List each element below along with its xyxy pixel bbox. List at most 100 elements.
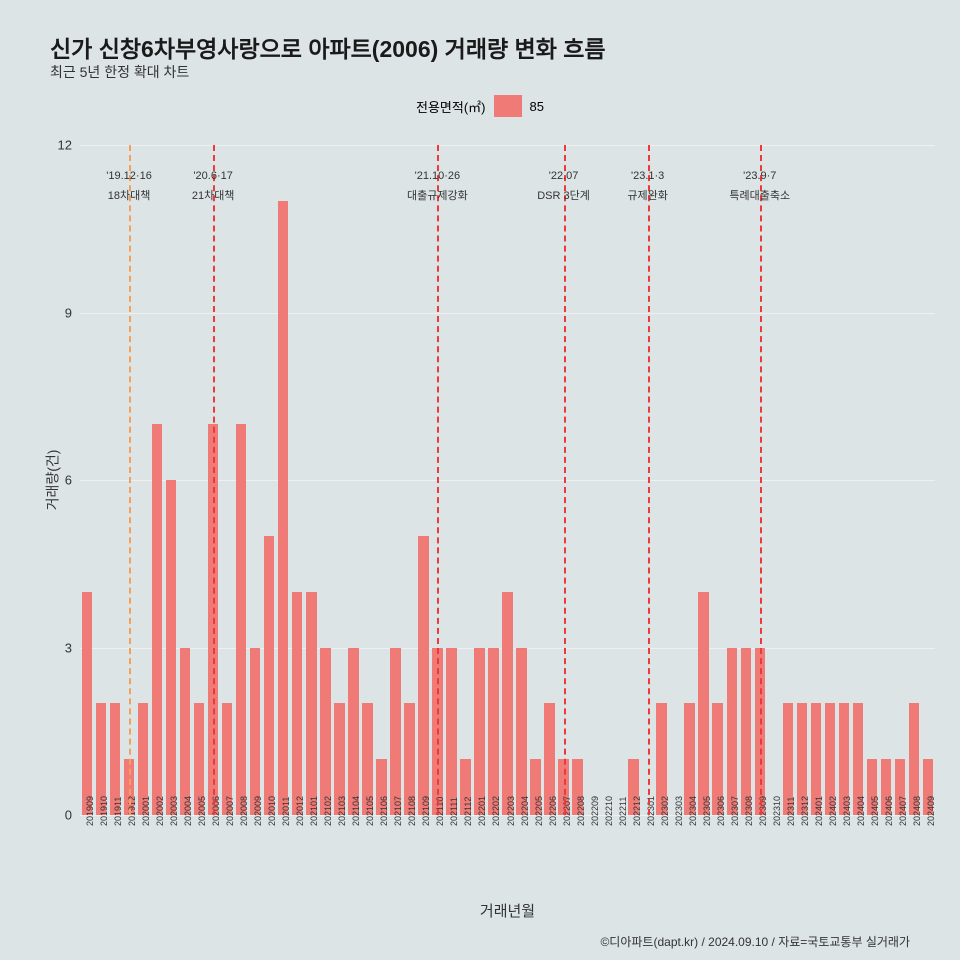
bar <box>390 648 401 816</box>
bar <box>264 536 275 815</box>
x-tick-label: 202009 <box>253 796 263 826</box>
bar <box>516 648 527 816</box>
legend-value: 85 <box>530 99 544 114</box>
x-tick-label: 202109 <box>421 796 431 826</box>
x-tick-label: 202012 <box>295 796 305 826</box>
x-tick-label: 202402 <box>828 796 838 826</box>
x-tick-label: 202406 <box>884 796 894 826</box>
x-tick-label: 202211 <box>618 797 628 826</box>
bar <box>278 201 289 815</box>
chart-title: 신가 신창6차부영사랑으로 아파트(2006) 거래량 변화 흐름 <box>50 30 606 64</box>
x-tick-label: 202206 <box>548 796 558 826</box>
x-tick-label: 202409 <box>926 796 936 826</box>
policy-label-date: '20.6·17 <box>193 170 232 182</box>
x-tick-label: 202304 <box>688 796 698 826</box>
x-tick-label: 202311 <box>786 797 796 826</box>
bar <box>348 648 359 816</box>
x-tick-label: 202102 <box>323 796 333 826</box>
x-tick-label: 202101 <box>309 796 319 826</box>
policy-line <box>760 145 762 815</box>
x-tick-label: 202011 <box>281 797 291 826</box>
bar <box>306 592 317 815</box>
y-tick-label: 9 <box>65 305 72 320</box>
bar <box>292 592 303 815</box>
x-tick-label: 202107 <box>393 796 403 826</box>
x-tick-label: 202210 <box>604 796 614 826</box>
credit-line: ©디아파트(dapt.kr) / 2024.09.10 / 자료=국토교통부 실… <box>600 933 910 950</box>
policy-line <box>564 145 566 815</box>
bar <box>320 648 331 816</box>
x-tick-label: 202001 <box>141 796 151 826</box>
policy-line <box>213 145 215 815</box>
bar <box>474 648 485 816</box>
x-tick-label: 202008 <box>239 796 249 826</box>
legend-label: 전용면적(㎡) <box>416 97 486 116</box>
x-tick-label: 202303 <box>674 796 684 826</box>
gridline <box>80 145 935 146</box>
bar <box>180 648 191 816</box>
x-tick-label: 201911 <box>113 797 123 826</box>
x-tick-label: 202308 <box>744 796 754 826</box>
y-axis-label: 거래량(건) <box>42 450 62 511</box>
x-tick-label: 202005 <box>197 796 207 826</box>
x-tick-label: 202405 <box>870 796 880 826</box>
policy-label-name: 규제완화 <box>627 187 667 203</box>
policy-label-date: '23.9·7 <box>743 170 776 182</box>
bar <box>446 648 457 816</box>
y-tick-label: 12 <box>58 138 72 153</box>
policy-label-name: DSR 3단계 <box>537 187 590 203</box>
policy-line <box>648 145 650 815</box>
x-tick-label: 202312 <box>800 796 810 826</box>
policy-label-date: '23.1·3 <box>631 170 664 182</box>
x-tick-label: 202305 <box>702 796 712 826</box>
x-tick-label: 202404 <box>856 796 866 826</box>
gridline <box>80 313 935 314</box>
x-tick-label: 202204 <box>520 796 530 826</box>
x-tick-label: 202002 <box>155 796 165 826</box>
x-tick-label: 201910 <box>99 796 109 826</box>
policy-line <box>129 145 131 815</box>
policy-label-date: '21.10·26 <box>415 170 461 182</box>
x-tick-label: 202003 <box>169 796 179 826</box>
x-tick-label: 202310 <box>772 796 782 826</box>
bar <box>698 592 709 815</box>
legend-swatch <box>494 95 522 117</box>
policy-label-name: 18차대책 <box>108 187 151 203</box>
x-tick-label: 202106 <box>379 796 389 826</box>
bar <box>236 424 247 815</box>
chart-plot-area: 거래량(건) 036912201909201910201911201912202… <box>80 145 935 815</box>
bar <box>502 592 513 815</box>
y-tick-label: 6 <box>65 473 72 488</box>
bar <box>727 648 738 816</box>
policy-label-name: 21차대책 <box>192 187 235 203</box>
y-tick-label: 0 <box>65 808 72 823</box>
bar <box>250 648 261 816</box>
bar <box>741 648 752 816</box>
x-tick-label: 202202 <box>491 796 501 826</box>
x-tick-label: 202111 <box>449 797 459 826</box>
x-tick-label: 202103 <box>337 796 347 826</box>
x-tick-label: 201909 <box>85 796 95 826</box>
x-tick-label: 202007 <box>225 796 235 826</box>
x-tick-label: 202203 <box>506 796 516 826</box>
chart-subtitle: 최근 5년 한정 확대 차트 <box>50 62 189 82</box>
y-tick-label: 3 <box>65 640 72 655</box>
x-tick-label: 202004 <box>183 796 193 826</box>
bar <box>418 536 429 815</box>
policy-label-name: 특례대출축소 <box>729 187 790 203</box>
bar <box>82 592 93 815</box>
x-tick-label: 202401 <box>814 796 824 826</box>
x-tick-label: 202201 <box>477 796 487 826</box>
x-tick-label: 202205 <box>534 796 544 826</box>
policy-line <box>437 145 439 815</box>
x-tick-label: 202403 <box>842 796 852 826</box>
x-tick-label: 202209 <box>590 796 600 826</box>
x-tick-label: 202407 <box>898 796 908 826</box>
policy-label-date: '19.12·16 <box>106 170 152 182</box>
x-tick-label: 202307 <box>730 796 740 826</box>
bar <box>166 480 177 815</box>
bar <box>488 648 499 816</box>
x-tick-label: 202105 <box>365 796 375 826</box>
legend: 전용면적(㎡) 85 <box>416 95 544 117</box>
policy-label-name: 대출규제강화 <box>407 187 468 203</box>
